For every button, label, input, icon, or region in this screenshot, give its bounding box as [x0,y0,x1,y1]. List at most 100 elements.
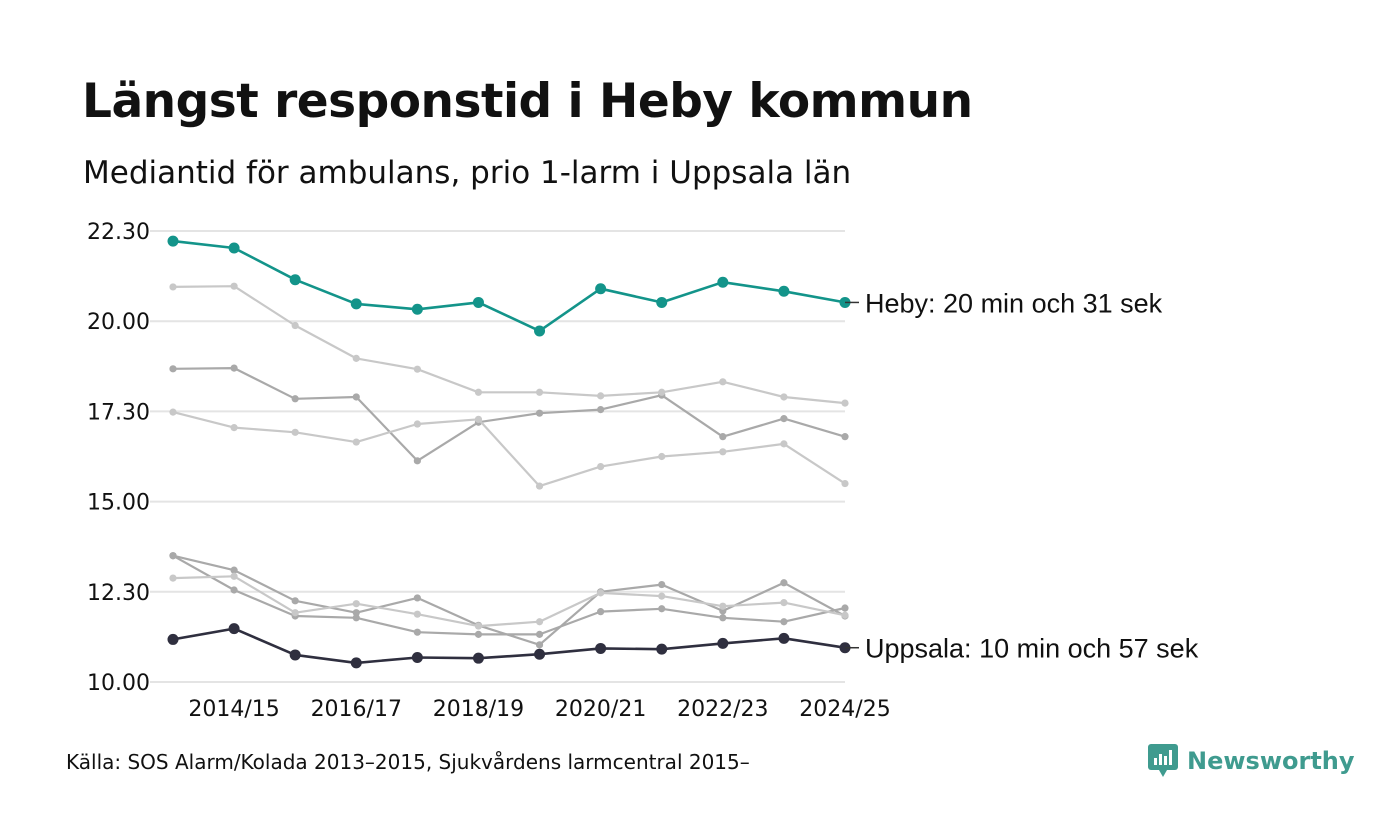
data-point [595,283,607,295]
end-label-uppsala: Uppsala: 10 min och 57 sek [865,634,1199,664]
data-point [535,641,544,649]
data-point [228,242,240,254]
data-point [230,586,238,594]
brand: Newsworthy [1148,744,1355,778]
y-tick-label: 12.30 [87,581,150,606]
data-point [535,409,544,417]
brand-name: Newsworthy [1187,747,1355,775]
data-point [289,274,301,286]
series-kommun-4 [169,282,849,407]
data-point [780,599,788,607]
data-point [841,604,849,612]
data-point [228,623,240,635]
data-point [656,296,668,308]
newsworthy-logo-icon [1148,744,1178,777]
data-point [472,652,484,664]
data-point [169,408,177,416]
data-point [230,572,238,580]
data-point [413,628,421,636]
data-point [535,482,544,490]
data-point [352,609,360,617]
data-point [411,651,423,663]
data-point [841,399,849,407]
data-point [167,235,179,247]
data-point [778,632,790,644]
data-point [411,303,423,315]
series-kommun-8 [169,572,849,630]
data-point [597,405,605,414]
data-point [169,365,177,373]
series-kommun-7 [169,552,849,638]
data-point [169,283,177,291]
series-line [172,554,846,636]
x-tick-label: 2014/15 [188,697,279,722]
chart-subtitle: Mediantid för ambulans, prio 1-larm i Up… [83,155,852,191]
data-point [413,457,421,465]
data-point [597,589,605,597]
data-point [474,388,483,396]
data-point [291,428,299,436]
data-point [841,433,849,441]
data-point [291,609,299,617]
series-kommun-5 [169,408,849,490]
data-point [780,618,788,626]
data-point [474,630,483,638]
data-point [534,648,546,660]
data-point [352,393,360,401]
data-point [413,594,421,602]
end-labels: Uppsala: 10 min och 57 sek Heby: 20 min o… [845,288,1199,664]
y-tick-label: 22.30 [87,220,150,245]
data-point [778,285,790,297]
data-point [169,552,177,560]
data-point [291,321,299,330]
x-tick-label: 2024/25 [799,697,890,722]
x-tick-label: 2020/21 [555,697,646,722]
data-point [780,415,788,423]
data-point [658,592,666,600]
data-point [597,608,605,616]
data-point [719,378,727,386]
data-point [780,440,788,448]
y-tick-label: 15.00 [87,491,150,516]
y-tick-label: 17.30 [87,400,150,425]
data-point [717,637,729,649]
data-point [658,605,666,613]
data-point [167,633,179,645]
data-point [658,388,666,396]
data-point [352,438,360,446]
data-point [535,618,544,626]
data-point [413,420,421,428]
data-point [350,298,362,310]
data-point [597,463,605,471]
data-point [352,600,360,608]
series-line [172,239,846,333]
data-point [352,354,360,362]
data-point [717,276,729,288]
gridlines [150,230,845,683]
data-point [230,566,238,574]
data-point [841,611,849,619]
y-axis-ticks: 22.30 20.00 17.30 15.00 12.30 10.00 [87,220,150,696]
end-label-heby: Heby: 20 min och 31 sek [865,288,1163,318]
y-tick-label: 10.00 [87,671,150,696]
series-line [172,411,846,488]
data-point [474,415,483,423]
data-point [841,479,849,488]
series-uppsala [167,623,851,669]
data-point [291,597,299,605]
data-point [719,602,727,610]
data-point [413,365,421,373]
data-point [169,574,177,582]
data-point [230,282,238,290]
data-point [474,622,483,630]
x-tick-label: 2022/23 [677,697,768,722]
data-point [413,610,421,618]
source-note: Källa: SOS Alarm/Kolada 2013–2015, Sjukv… [66,750,750,774]
data-point [719,433,727,441]
data-point [535,630,544,638]
series-line [172,285,846,405]
data-point [595,642,607,654]
data-point [230,424,238,432]
chart-title: Längst responstid i Heby kommun [82,74,973,129]
